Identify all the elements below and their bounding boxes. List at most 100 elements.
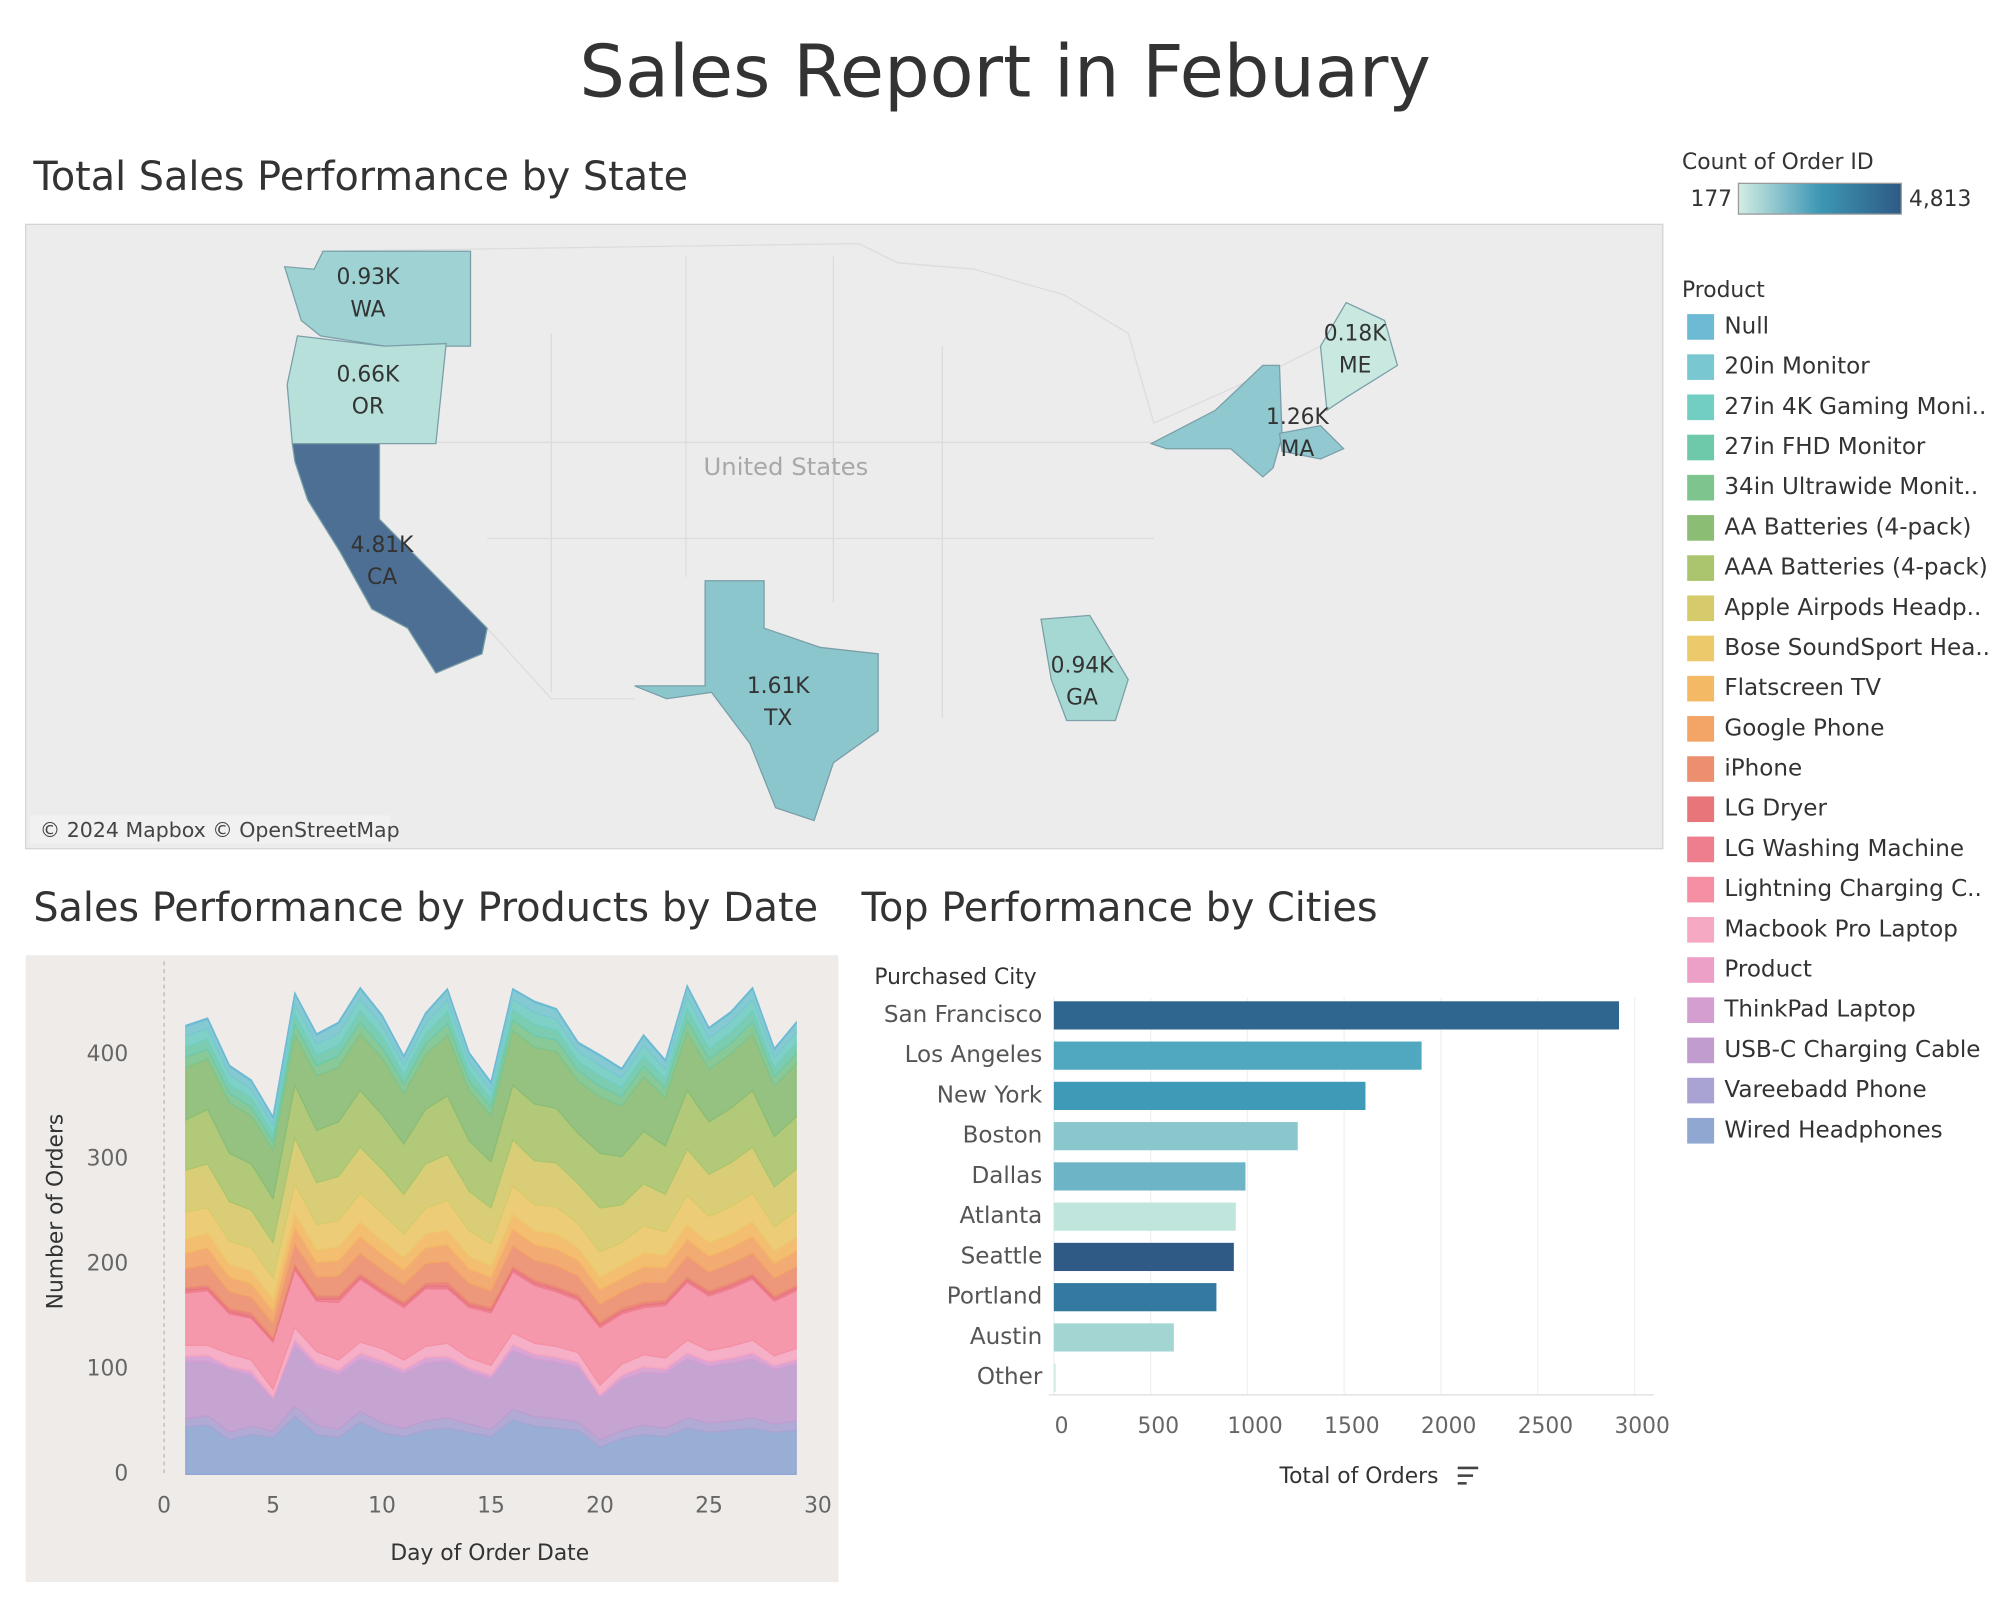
legend-swatch[interactable] [1687,796,1715,823]
state-shape [286,335,447,445]
category-label: New York [937,1082,1043,1108]
x-tick-label: 25 [695,1493,723,1518]
category-header: Purchased City [874,965,1036,990]
state-shape [634,580,879,822]
y-tick-label: 300 [87,1147,129,1172]
y-tick-label: 100 [87,1356,129,1381]
legend-label: 27in FHD Monitor [1724,434,1926,460]
bar [1053,1202,1236,1231]
legend-swatch[interactable] [1687,1077,1715,1104]
legend-label: iPhone [1724,756,1802,782]
legend-label: USB-C Charging Cable [1724,1037,1980,1063]
x-axis-title: Total of Orders [1278,1464,1438,1489]
legend-swatch[interactable] [1687,756,1715,782]
state-shape [1278,424,1345,460]
state-name-label: MA [1281,437,1315,462]
state-name-label: WA [350,297,385,322]
legend-swatch[interactable] [1687,997,1715,1024]
category-label: San Francisco [884,1002,1042,1028]
dashboard-title: Sales Report in Febuary [579,29,1430,113]
category-label: Atlanta [960,1203,1043,1229]
bar-title: Top Performance by Cities [861,885,1378,931]
sort-icon[interactable] [1457,1466,1479,1485]
y-tick-label: 400 [87,1042,129,1067]
y-tick-label: 200 [87,1252,129,1277]
state-name-label: CA [367,565,397,590]
color-legend-title: Count of Order ID [1682,150,1874,175]
state-value-label: 1.61K [747,674,810,699]
state-name-label: GA [1066,686,1098,711]
country-label: United States [703,452,868,481]
y-tick-label: 0 [114,1461,128,1486]
x-tick-label: 30 [804,1493,832,1518]
legend-swatch[interactable] [1687,957,1715,983]
bar [1053,1323,1174,1352]
category-label: Dallas [971,1163,1042,1189]
state-name-label: TX [763,706,792,731]
map-title: Total Sales Performance by State [32,154,688,200]
legend-swatch[interactable] [1687,314,1715,340]
legend-label: Apple Airpods Headp.. [1724,595,1981,621]
legend-swatch[interactable] [1687,1117,1715,1144]
bar [1053,1283,1217,1312]
x-tick-label: 0 [157,1493,171,1518]
legend-swatch[interactable] [1687,836,1715,863]
x-tick-label: 500 [1138,1414,1180,1439]
x-axis-title: Day of Order Date [390,1541,589,1566]
map-attribution: © 2024 Mapbox © OpenStreetMap [40,818,400,842]
legend-swatch[interactable] [1687,716,1715,742]
legend-swatch[interactable] [1687,595,1715,622]
attribution-bg [30,815,390,844]
legend-swatch[interactable] [1687,876,1715,903]
legend-swatch[interactable] [1687,434,1715,461]
map-borders [320,242,1321,718]
legend-label: AA Batteries (4-pack) [1724,514,1971,540]
state-shape [283,250,472,347]
state-value-label: 1.26K [1266,405,1329,430]
legend-label: 20in Monitor [1724,354,1870,380]
x-tick-label: 15 [477,1493,505,1518]
legend-swatch[interactable] [1687,394,1715,421]
legend-swatch[interactable] [1687,555,1715,581]
x-tick-label: 0 [1055,1414,1069,1439]
category-label: Austin [970,1324,1042,1350]
legend-label: ThinkPad Laptop [1723,997,1915,1023]
state-shape [1040,614,1129,722]
state-name-label: OR [352,395,384,420]
color-legend-gradient [1737,182,1902,215]
legend-swatch[interactable] [1687,1037,1715,1064]
legend-swatch[interactable] [1687,354,1715,380]
x-tick-label: 3000 [1614,1414,1669,1439]
legend-label: Macbook Pro Laptop [1724,916,1958,942]
area-series [185,983,797,1120]
bar [1053,1081,1366,1110]
legend-label: 27in 4K Gaming Moni.. [1724,394,1986,420]
legend-label: 34in Ultrawide Monit.. [1724,474,1978,500]
x-tick-label: 10 [368,1493,396,1518]
category-label: Portland [947,1284,1043,1310]
legend-title: Product [1682,278,1765,303]
legend-label: AAA Batteries (4-pack) [1724,555,1987,581]
x-tick-label: 2000 [1421,1414,1476,1439]
legend-swatch[interactable] [1687,675,1715,702]
color-legend-label: 177 [1690,187,1732,212]
legend-swatch[interactable] [1687,515,1715,541]
bar [1053,1041,1422,1070]
legend-swatch[interactable] [1687,635,1715,662]
state-value-label: 0.93K [337,265,400,290]
state-value-label: 0.94K [1051,654,1114,679]
legend-label: LG Washing Machine [1724,836,1964,862]
bar [1053,1001,1620,1030]
legend-label: LG Dryer [1724,796,1827,822]
x-tick-label: 5 [266,1493,280,1518]
legend-swatch[interactable] [1687,916,1715,943]
legend-label: Google Phone [1724,715,1884,741]
category-label: Los Angeles [905,1042,1043,1068]
area-title: Sales Performance by Products by Date [33,885,818,931]
x-tick-label: 1000 [1227,1414,1282,1439]
state-shape [291,442,488,674]
state-value-label: 4.81K [351,533,414,558]
legend-swatch[interactable] [1687,474,1715,501]
